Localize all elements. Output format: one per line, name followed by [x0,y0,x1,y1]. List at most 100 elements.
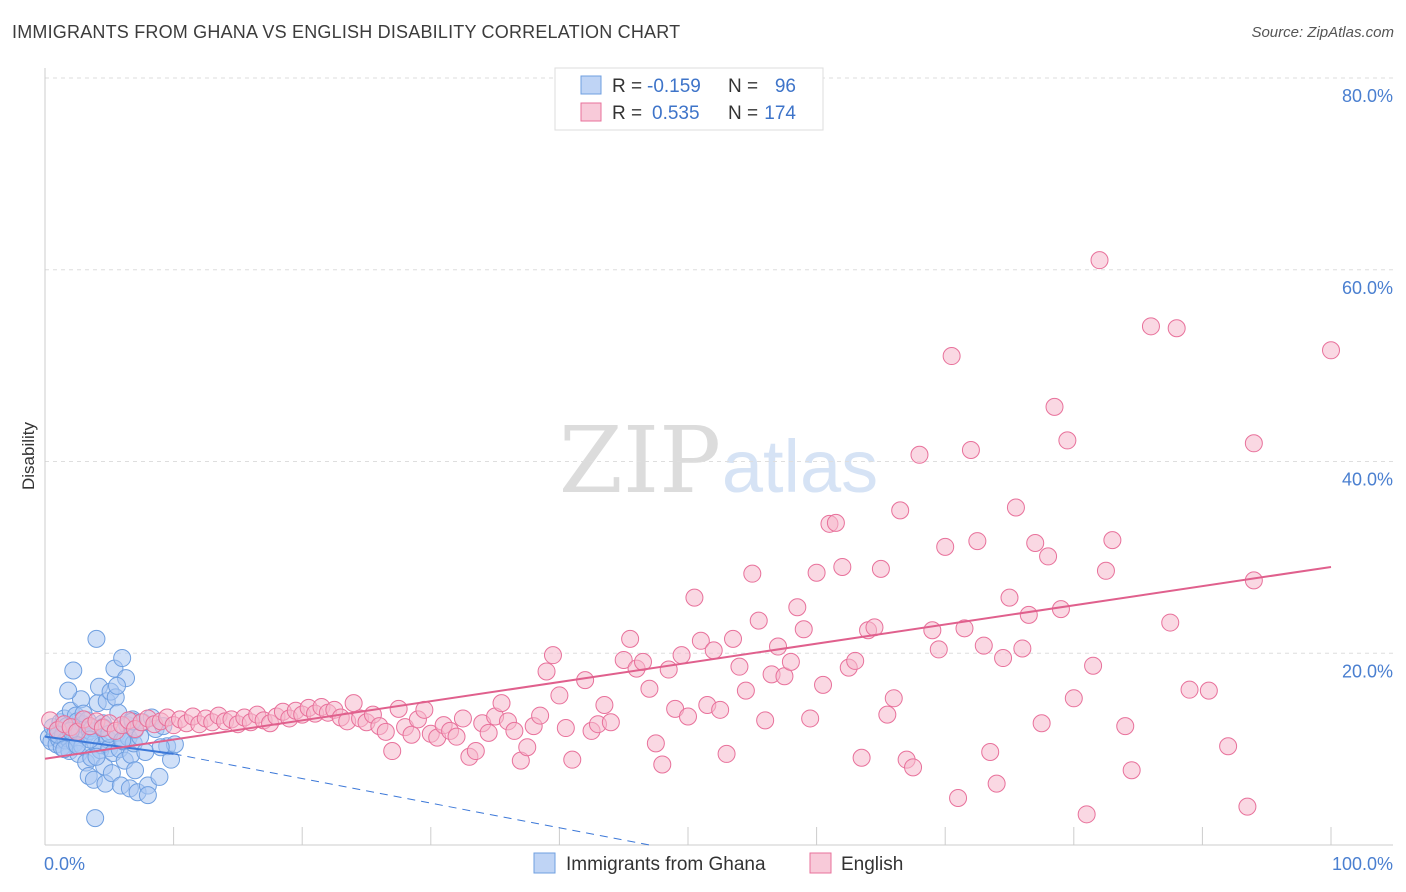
trend-lines [44,565,1332,846]
point-english-135 [929,640,948,659]
source-label: Source: ZipAtlas.com [1251,24,1394,41]
y-tick-label-80: 80.0% [1342,86,1393,106]
point-english-172 [1322,341,1340,360]
point-ghana-35 [87,629,106,648]
point-english-138 [949,789,968,808]
point-english-66 [466,742,485,761]
point-english-149 [1019,605,1038,624]
y-tick-label-40: 40.0% [1342,470,1393,490]
point-english-97 [679,707,697,726]
point-english-47 [344,694,363,713]
x-tick-label-100: 100.0% [1332,854,1393,874]
point-ghana-69 [136,743,155,762]
point-english-162 [1116,717,1135,736]
point-english-92 [646,734,665,753]
legend-n-label-1: N = [728,76,758,97]
point-ghana-88 [126,761,145,780]
point-english-159 [1090,251,1109,270]
point-english-63 [447,727,466,746]
point-english-93 [653,755,672,774]
data-points [39,251,1340,828]
point-english-85 [595,696,614,715]
point-english-147 [1006,498,1025,517]
point-english-115 [794,620,813,639]
point-english-70 [492,694,511,713]
point-english-148 [1013,639,1032,658]
point-english-78 [543,646,562,665]
point-english-96 [672,646,691,665]
legend-swatch-english [580,102,602,122]
point-ghana-93 [86,809,105,828]
legend-r-label-1: R = [612,76,642,97]
point-ghana-89 [138,786,157,805]
point-english-88 [621,629,640,648]
point-english-155 [1058,431,1077,450]
point-ghana-94 [108,676,127,695]
legend-n-value-english: 174 [764,103,796,124]
point-english-79 [550,686,569,705]
point-english-166 [1167,319,1186,338]
point-english-151 [1032,714,1051,733]
x-tick-label-0: 0.0% [44,854,85,874]
point-english-114 [788,598,807,617]
point-english-86 [601,713,620,732]
point-english-130 [891,501,910,520]
point-english-142 [974,636,993,655]
point-ghana-47 [102,764,121,783]
point-english-152 [1039,547,1058,566]
trend-line-english [44,565,1332,760]
y-tick-label-20: 20.0% [1342,661,1393,681]
point-english-144 [987,774,1006,793]
point-english-153 [1045,397,1064,416]
point-english-168 [1219,737,1238,756]
bottom-legend-label-ghana: Immigrants from Ghana [566,854,766,875]
watermark-atlas: atlas [722,425,878,508]
chart-title: IMMIGRANTS FROM GHANA VS ENGLISH DISABIL… [12,22,681,42]
point-english-157 [1077,805,1096,824]
y-tick-label-60: 60.0% [1342,278,1393,298]
bottom-legend-label-english: English [841,854,903,875]
point-english-94 [659,660,678,679]
point-english-137 [942,347,961,366]
point-english-133 [910,445,929,464]
point-english-101 [704,641,723,660]
point-english-104 [724,629,743,648]
point-english-52 [376,722,395,741]
point-english-165 [1161,613,1180,632]
point-english-113 [781,652,800,671]
point-ghana-92 [64,661,83,680]
point-english-158 [1084,656,1103,675]
point-english-77 [537,662,556,681]
y-tick-labels: 20.0% 40.0% 60.0% 80.0% [1342,86,1393,681]
point-english-80 [556,719,575,738]
x-tick-labels: 0.0% 100.0% [44,854,1393,874]
legend-n-label-2: N = [728,103,758,124]
point-english-120 [826,513,845,532]
point-english-124 [852,748,871,767]
point-english-91 [640,679,659,698]
point-english-105 [730,657,749,676]
point-english-98 [685,588,704,607]
point-english-74 [518,738,537,757]
point-english-170 [1244,571,1263,590]
point-english-123 [846,651,865,670]
trend-line-ghana-extension [173,753,650,846]
point-english-140 [961,440,980,459]
legend-top: R = -0.159 N = 96 R = 0.535 N = 174 [554,67,824,131]
bottom-legend-swatch-english [809,852,832,874]
point-english-167 [1180,680,1199,699]
point-english-150 [1026,533,1045,552]
point-english-132 [904,758,923,777]
legend-r-label-2: R = [612,103,642,124]
watermark-zip: ZIP [559,407,721,514]
point-english-145 [994,649,1013,668]
legend-bottom: Immigrants from Ghana English [533,852,903,875]
point-ghana-91 [59,681,78,700]
point-english-81 [563,750,582,769]
point-english-117 [807,563,826,582]
point-english-156 [1064,689,1083,708]
point-english-160 [1096,561,1115,580]
point-english-154 [1051,600,1070,619]
point-english-111 [769,637,788,656]
point-english-108 [749,611,768,630]
